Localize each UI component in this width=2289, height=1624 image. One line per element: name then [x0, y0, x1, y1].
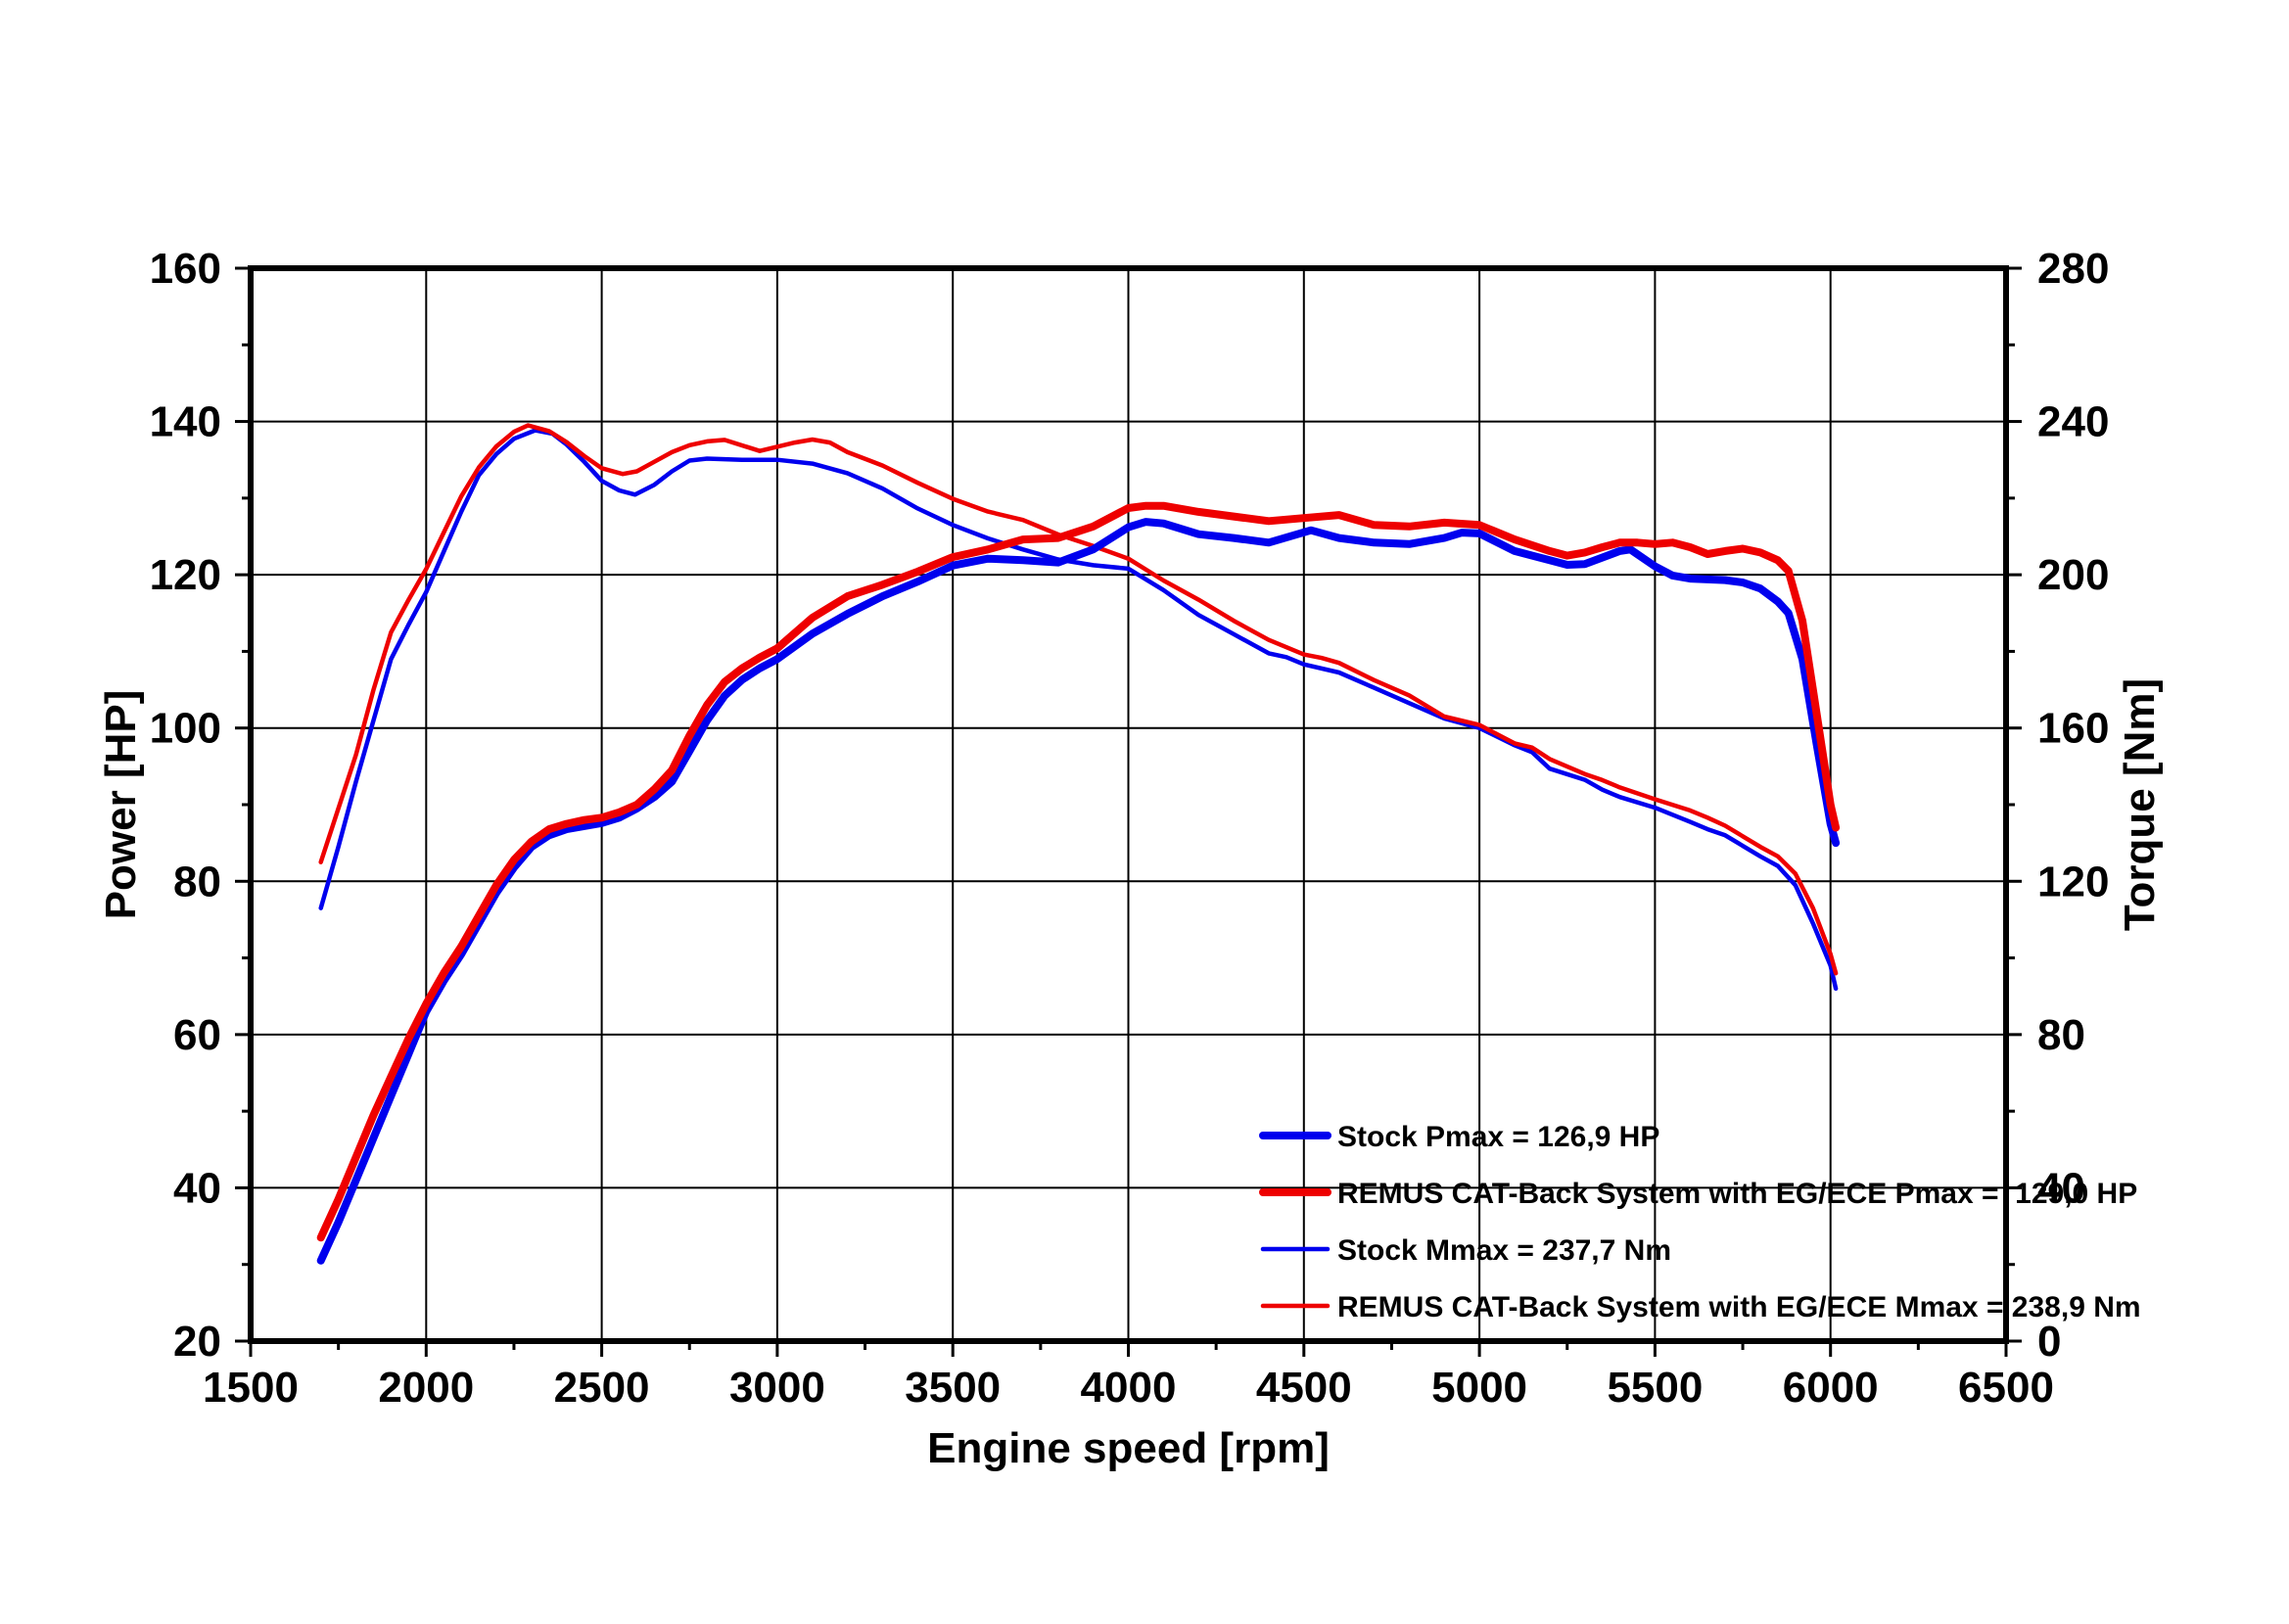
x-tick-label: 4500: [1256, 1364, 1352, 1412]
legend-item: Stock Mmax = 237,7 Nm: [1260, 1234, 1671, 1267]
y-left-tick-label: 120: [150, 551, 221, 599]
legend-label: REMUS CAT-Back System with EG/ECE Pmax =…: [1337, 1178, 2137, 1210]
y-right-tick-label: 200: [2037, 551, 2109, 599]
x-tick-label: 3500: [905, 1364, 1001, 1412]
y-right-tick-label: 120: [2037, 858, 2109, 905]
series-power-stock: [316, 518, 1841, 1265]
y-left-tick-label: 20: [173, 1318, 221, 1366]
y-right-tick-label: 0: [2037, 1318, 2061, 1366]
gridlines: [251, 268, 2006, 1341]
x-tick-label: 4000: [1081, 1364, 1177, 1412]
series-torque-stock: [318, 428, 1839, 992]
curves: [316, 423, 1841, 1265]
x-tick-label: 6000: [1783, 1364, 1879, 1412]
y-right-tick-label: 40: [2037, 1164, 2085, 1212]
legend: Stock Pmax = 126,9 HP REMUS CAT-Back Syst…: [1259, 1121, 2141, 1323]
x-axis-title: Engine speed [rpm]: [927, 1424, 1330, 1472]
y-right-tick-label: 240: [2037, 398, 2109, 446]
x-tick-label: 1500: [203, 1364, 299, 1412]
series-torque-remus: [318, 423, 1839, 976]
y-left-tick-label: 40: [173, 1164, 221, 1212]
legend-label: Stock Pmax = 126,9 HP: [1337, 1121, 1659, 1153]
y-left-tick-label: 100: [150, 705, 221, 753]
axis-ticks: [235, 266, 2022, 1357]
y-left-tick-label: 80: [173, 858, 221, 905]
y-left-tick-label: 160: [150, 245, 221, 293]
x-tick-label: 5000: [1431, 1364, 1527, 1412]
x-tick-label: 6500: [1958, 1364, 2054, 1412]
y-right-tick-label: 280: [2037, 245, 2109, 293]
y-right-tick-label: 160: [2037, 705, 2109, 753]
tick-labels: 1500 2000 2500 3000 3500 4000 4500 5000 5500 6000…: [150, 245, 2110, 1412]
x-tick-label: 2000: [378, 1364, 474, 1412]
legend-item: Stock Pmax = 126,9 HP: [1259, 1121, 1659, 1153]
y-axis-title-right: Torque [Nm]: [2116, 678, 2164, 931]
legend-item: REMUS CAT-Back System with EG/ECE Mmax =…: [1260, 1291, 2141, 1323]
y-left-tick-label: 140: [150, 398, 221, 446]
series-power-remus: [316, 501, 1841, 1242]
x-tick-label: 3000: [729, 1364, 825, 1412]
y-axis-title-left: Power [HP]: [97, 690, 145, 920]
x-tick-label: 2500: [554, 1364, 650, 1412]
x-tick-label: 5500: [1607, 1364, 1703, 1412]
legend-label: Stock Mmax = 237,7 Nm: [1337, 1234, 1671, 1267]
y-left-tick-label: 60: [173, 1011, 221, 1059]
legend-label: REMUS CAT-Back System with EG/ECE Mmax =…: [1337, 1291, 2141, 1323]
y-right-tick-label: 80: [2037, 1011, 2085, 1059]
legend-item: REMUS CAT-Back System with EG/ECE Pmax =…: [1259, 1178, 2137, 1210]
